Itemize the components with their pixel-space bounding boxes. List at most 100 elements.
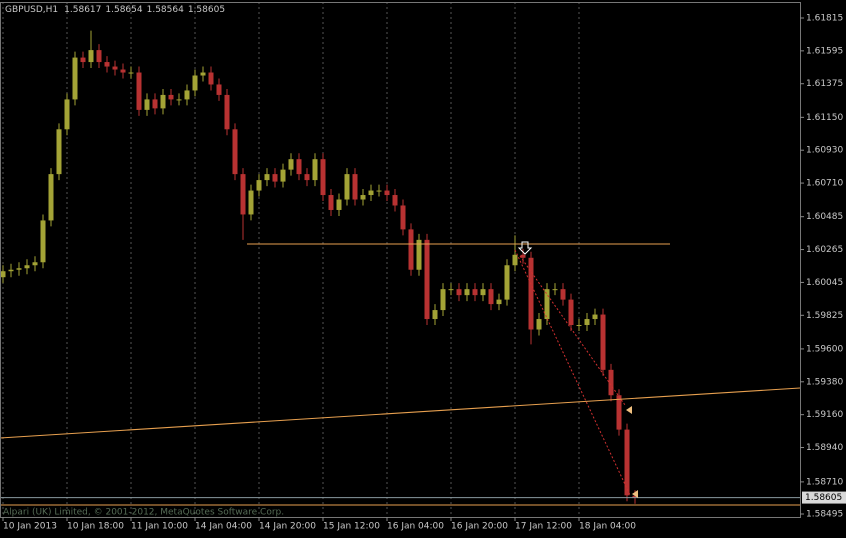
candle-body bbox=[408, 229, 414, 270]
y-tick-label: 1.60930 bbox=[806, 146, 843, 156]
x-tick-label: 10 Jan 2013 bbox=[3, 522, 57, 532]
candle-body bbox=[352, 174, 358, 200]
candle-body bbox=[264, 174, 270, 181]
candle-body bbox=[624, 429, 630, 496]
candle-body bbox=[16, 268, 22, 270]
candle-body bbox=[496, 299, 502, 305]
candle-body bbox=[232, 129, 238, 175]
candle-body bbox=[272, 174, 278, 182]
plot-frame bbox=[0, 2, 801, 518]
candle-body bbox=[64, 99, 70, 130]
candle-body bbox=[304, 174, 310, 181]
x-tick-label: 16 Jan 04:00 bbox=[387, 522, 444, 532]
candle-body bbox=[344, 174, 350, 200]
y-tick-label: 1.58940 bbox=[806, 443, 843, 453]
candle-body bbox=[96, 50, 102, 63]
candle-body bbox=[288, 159, 294, 170]
candle-body bbox=[88, 50, 94, 63]
candle-body bbox=[440, 289, 446, 311]
candle-body bbox=[328, 195, 334, 210]
candle-body bbox=[224, 94, 230, 130]
price-badge bbox=[802, 491, 846, 504]
candle-body bbox=[192, 75, 198, 91]
x-tick-label: 18 Jan 04:00 bbox=[579, 522, 636, 532]
candle-body bbox=[176, 99, 182, 101]
candle-body bbox=[48, 174, 54, 221]
y-tick-label: 1.61815 bbox=[806, 13, 843, 23]
y-tick-label: 1.60485 bbox=[806, 212, 843, 222]
x-tick-label: 14 Jan 20:00 bbox=[259, 522, 316, 532]
candle-body bbox=[240, 174, 246, 215]
x-tick-label: 16 Jan 20:00 bbox=[451, 522, 508, 532]
marker bbox=[626, 406, 632, 414]
candle-body bbox=[296, 159, 302, 175]
order-line bbox=[514, 249, 631, 496]
candle-body bbox=[216, 84, 222, 95]
candle-body bbox=[552, 289, 558, 291]
copyright: Alpari (UK) Limited, © 2001-2012, MetaQu… bbox=[3, 508, 284, 518]
candle-body bbox=[112, 66, 118, 70]
candle-body bbox=[184, 90, 190, 100]
candle-body bbox=[24, 265, 30, 269]
candle-body bbox=[168, 94, 174, 100]
y-tick-label: 1.58710 bbox=[806, 477, 843, 487]
candle-body bbox=[456, 289, 462, 296]
candle-body bbox=[480, 289, 486, 296]
high-value: 1.58654 bbox=[105, 5, 142, 15]
candle-body bbox=[104, 62, 110, 67]
candle-body bbox=[560, 289, 566, 300]
x-tick-label: 14 Jan 04:00 bbox=[195, 522, 252, 532]
candle-body bbox=[568, 299, 574, 326]
candle-body bbox=[128, 72, 134, 74]
candle-body bbox=[600, 314, 606, 370]
candle-body bbox=[424, 239, 430, 320]
y-tick-label: 1.60045 bbox=[806, 278, 843, 288]
candle-body bbox=[208, 72, 214, 85]
candle-body bbox=[160, 94, 166, 109]
trend-line bbox=[0, 387, 801, 439]
candle-body bbox=[320, 159, 326, 196]
marker bbox=[632, 490, 638, 498]
candle-body bbox=[504, 265, 510, 300]
candle-body bbox=[432, 310, 438, 320]
y-tick-label: 1.59600 bbox=[806, 344, 843, 354]
low-value: 1.58564 bbox=[147, 5, 184, 15]
candle-body bbox=[80, 57, 86, 63]
price-label: 1.58605 bbox=[805, 493, 842, 503]
candles bbox=[0, 30, 800, 504]
candle-body bbox=[392, 195, 398, 206]
candle-body bbox=[576, 325, 582, 327]
candle-body bbox=[200, 72, 206, 76]
candle-body bbox=[528, 257, 534, 330]
candle-body bbox=[0, 271, 6, 278]
candle-body bbox=[152, 99, 158, 109]
candle-body bbox=[248, 190, 254, 215]
x-tick-label: 15 Jan 12:00 bbox=[323, 522, 380, 532]
candle-body bbox=[384, 190, 390, 196]
symbol: GBPUSD,H1 bbox=[5, 5, 58, 15]
candle-body bbox=[32, 262, 38, 266]
x-tick-label: 11 Jan 10:00 bbox=[131, 522, 188, 532]
candle-body bbox=[464, 289, 470, 296]
candle-body bbox=[472, 289, 478, 296]
candle-body bbox=[376, 190, 382, 192]
candle-body bbox=[448, 289, 454, 291]
candle-body bbox=[120, 69, 126, 73]
candle-body bbox=[336, 199, 342, 210]
candle-body bbox=[584, 319, 590, 326]
y-tick-label: 1.61150 bbox=[806, 113, 843, 123]
candle-body bbox=[616, 395, 622, 430]
open-value: 1.58617 bbox=[64, 5, 101, 15]
candle-body bbox=[632, 495, 638, 498]
candle-body bbox=[72, 57, 78, 100]
y-tick-label: 1.61595 bbox=[806, 46, 843, 56]
y-tick-label: 1.59380 bbox=[806, 377, 843, 387]
candle-body bbox=[360, 195, 366, 200]
candle-body bbox=[520, 254, 526, 258]
close-value: 1.58605 bbox=[188, 5, 225, 15]
candle-body bbox=[512, 254, 518, 266]
candle-body bbox=[256, 180, 262, 191]
